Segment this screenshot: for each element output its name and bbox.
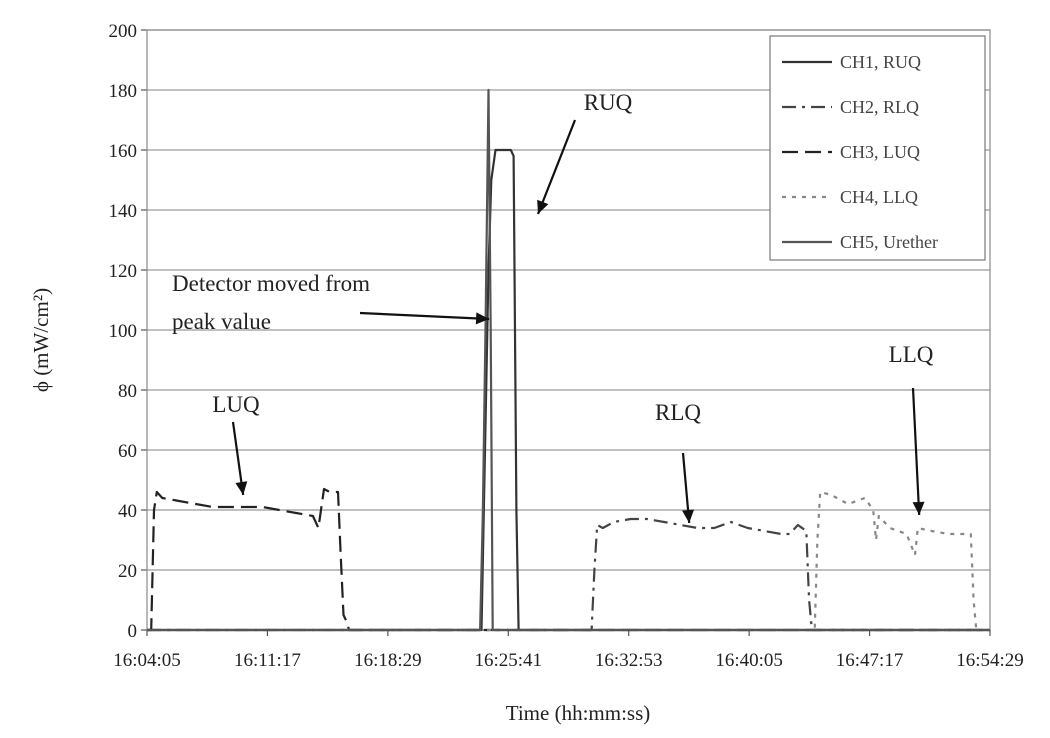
x-axis-title: Time (hh:mm:ss) (506, 701, 651, 725)
series-line-ch5 (147, 88, 990, 632)
x-tick-label: 16:47:17 (836, 650, 904, 671)
y-tick-label: 140 (109, 201, 138, 222)
annotation-rlq: RLQ (655, 400, 701, 425)
x-tick-label: 16:32:53 (595, 650, 663, 671)
x-tick-label: 16:11:17 (234, 650, 301, 671)
y-tick-label: 0 (128, 621, 138, 642)
arrow-llq-head (912, 501, 925, 515)
arrow-luq-head (235, 481, 248, 495)
arrow-llq (911, 387, 921, 516)
series-line-ch2 (147, 517, 990, 632)
legend-entry: CH1, RUQ (840, 52, 921, 72)
legend-entry: CH4, LLQ (840, 187, 918, 207)
annotation-llq: LLQ (889, 342, 934, 367)
legend-entry: CH5, Urether (840, 232, 938, 252)
series-lines (147, 88, 990, 632)
axes: 0 20 40 60 80 100 120 140 160 180 200 16:04:05 16:11… (109, 21, 1024, 671)
y-tick-label: 160 (109, 141, 138, 162)
x-tick-label: 16:40:05 (715, 650, 783, 671)
arrow-detector-head (475, 312, 490, 325)
x-tick-label: 16:25:41 (475, 650, 543, 671)
y-tick-label: 40 (118, 501, 137, 522)
x-tick-label: 16:04:05 (113, 650, 181, 671)
y-tick-label: 60 (118, 441, 137, 462)
arrow-detector (359, 311, 490, 321)
y-tick-label: 200 (109, 21, 138, 42)
arrow-ruq-head (537, 199, 549, 214)
y-tick-label: 100 (109, 321, 138, 342)
annotations: LUQ RUQ Detector moved from peak value RLQ LL… (172, 90, 934, 524)
y-tick-label: 120 (109, 261, 138, 282)
y-tick-label: 20 (118, 561, 137, 582)
legend-entry: CH2, RLQ (840, 97, 919, 117)
y-axis-title: ϕ (mW/cm²) (29, 288, 53, 392)
annotation-luq: LUQ (212, 392, 260, 417)
series-line-ch4 (147, 490, 990, 632)
legend-entry: CH3, LUQ (840, 142, 920, 162)
legend-box (769, 35, 986, 261)
x-tick-label: 16:54:29 (956, 650, 1024, 671)
annotation-ruq: RUQ (584, 90, 633, 115)
legend: CH1, RUQ CH2, RLQ CH3, LUQ CH4, LLQ CH5, Ure… (769, 35, 986, 261)
x-tick-label: 16:18:29 (354, 650, 422, 671)
arrow-ruq (536, 119, 577, 215)
annotation-detector-line2: peak value (172, 309, 271, 334)
annotation-detector-line1: Detector moved from (172, 271, 370, 296)
y-tick-label: 80 (118, 381, 137, 402)
y-tick-label: 180 (109, 81, 138, 102)
series-line-ch3 (147, 487, 990, 632)
arrow-rlq-head (682, 509, 695, 523)
